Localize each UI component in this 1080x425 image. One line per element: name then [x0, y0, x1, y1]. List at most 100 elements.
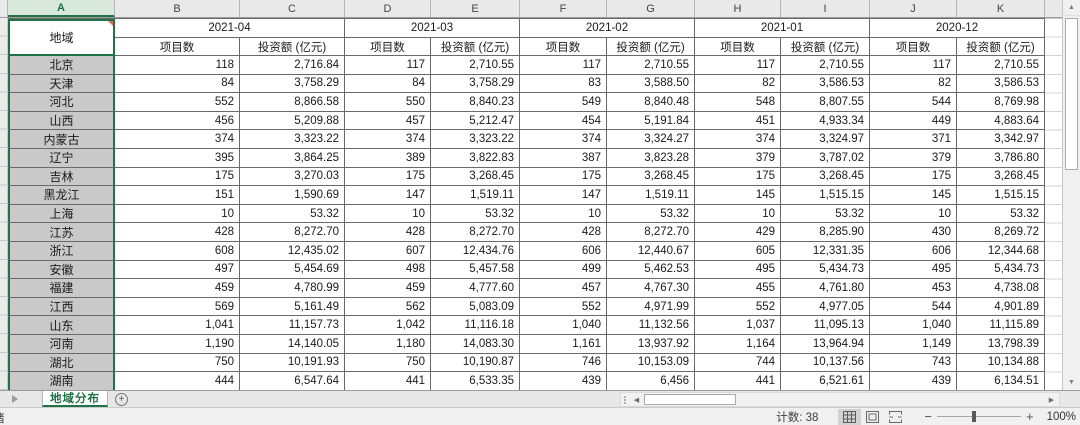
value-cell[interactable]: 8,272.70: [431, 223, 520, 242]
value-cell[interactable]: 10,191.93: [240, 353, 345, 373]
value-cell[interactable]: 53.32: [431, 204, 520, 224]
value-cell[interactable]: 4,767.30: [607, 279, 695, 298]
value-cell[interactable]: 3,270.03: [240, 167, 345, 187]
value-cell[interactable]: 4,777.60: [431, 279, 520, 298]
value-cell[interactable]: 3,822.83: [431, 148, 520, 168]
zoom-in-button[interactable]: +: [1025, 409, 1034, 424]
value-cell[interactable]: 11,115.89: [957, 316, 1045, 335]
value-cell[interactable]: 1,149: [870, 334, 957, 354]
value-cell[interactable]: 455: [695, 279, 781, 298]
value-cell[interactable]: 459: [115, 279, 240, 298]
value-cell[interactable]: 8,840.23: [431, 93, 520, 112]
value-cell[interactable]: 118: [115, 56, 240, 75]
value-cell[interactable]: 5,462.53: [607, 260, 695, 280]
value-cell[interactable]: 1,040: [870, 316, 957, 335]
column-header-i[interactable]: I: [781, 0, 870, 17]
value-cell[interactable]: 147: [345, 186, 431, 205]
value-cell[interactable]: 4,883.64: [957, 111, 1045, 131]
value-cell[interactable]: 750: [345, 353, 431, 373]
scrollbar-resize-handle[interactable]: [621, 395, 629, 404]
month-header-cell[interactable]: 2021-01: [695, 19, 870, 38]
value-cell[interactable]: 544: [870, 297, 957, 317]
value-cell[interactable]: 428: [345, 223, 431, 242]
value-cell[interactable]: 2,710.55: [607, 56, 695, 75]
column-header-l-partial[interactable]: [1045, 0, 1062, 17]
value-cell[interactable]: 374: [115, 130, 240, 149]
value-cell[interactable]: 53.32: [607, 204, 695, 224]
value-cell[interactable]: 12,435.02: [240, 241, 345, 261]
subheader-count-cell[interactable]: 项目数: [695, 38, 781, 56]
value-cell[interactable]: 439: [870, 372, 957, 391]
month-header-cell[interactable]: 2021-04: [115, 19, 345, 38]
view-page-layout-button[interactable]: [861, 409, 884, 425]
value-cell[interactable]: 13,937.92: [607, 334, 695, 354]
value-cell[interactable]: 5,209.88: [240, 111, 345, 131]
value-cell[interactable]: 10,134.88: [957, 353, 1045, 373]
value-cell[interactable]: 552: [115, 93, 240, 112]
region-cell[interactable]: 吉林: [8, 167, 115, 187]
value-cell[interactable]: 8,840.48: [607, 93, 695, 112]
value-cell[interactable]: 14,083.30: [431, 334, 520, 354]
value-cell[interactable]: 3,586.53: [781, 74, 870, 94]
value-cell[interactable]: 1,042: [345, 316, 431, 335]
column-header-d[interactable]: D: [345, 0, 431, 17]
value-cell[interactable]: 6,547.64: [240, 372, 345, 391]
row-header-sliver[interactable]: [0, 18, 8, 390]
value-cell[interactable]: 552: [520, 297, 607, 317]
value-cell[interactable]: 117: [695, 56, 781, 75]
value-cell[interactable]: 53.32: [781, 204, 870, 224]
view-normal-button[interactable]: [838, 408, 862, 425]
value-cell[interactable]: 8,769.98: [957, 93, 1045, 112]
value-cell[interactable]: 1,040: [520, 316, 607, 335]
value-cell[interactable]: 14,140.05: [240, 334, 345, 354]
value-cell[interactable]: 5,212.47: [431, 111, 520, 131]
value-cell[interactable]: 379: [695, 148, 781, 168]
value-cell[interactable]: 3,787.02: [781, 148, 870, 168]
value-cell[interactable]: 147: [520, 186, 607, 205]
value-cell[interactable]: 549: [520, 93, 607, 112]
value-cell[interactable]: 5,457.58: [431, 260, 520, 280]
sheet-tab-active[interactable]: 地域分布: [42, 391, 108, 407]
value-cell[interactable]: 117: [870, 56, 957, 75]
value-cell[interactable]: 6,521.61: [781, 372, 870, 391]
value-cell[interactable]: 12,331.35: [781, 241, 870, 261]
value-cell[interactable]: 1,515.15: [781, 186, 870, 205]
value-cell[interactable]: 3,758.29: [431, 74, 520, 94]
value-cell[interactable]: 2,716.84: [240, 56, 345, 75]
value-cell[interactable]: 13,964.94: [781, 334, 870, 354]
column-header-g[interactable]: G: [607, 0, 695, 17]
subheader-amount-cell[interactable]: 投资额 (亿元): [240, 38, 345, 56]
value-cell[interactable]: 4,977.05: [781, 297, 870, 317]
value-cell[interactable]: 5,434.73: [781, 260, 870, 280]
empty-column-l[interactable]: [1045, 18, 1062, 390]
value-cell[interactable]: 569: [115, 297, 240, 317]
zoom-slider-thumb[interactable]: [972, 411, 977, 422]
value-cell[interactable]: 454: [520, 111, 607, 131]
value-cell[interactable]: 8,272.70: [607, 223, 695, 242]
value-cell[interactable]: 175: [870, 167, 957, 187]
region-cell[interactable]: 河北: [8, 93, 115, 112]
value-cell[interactable]: 457: [345, 111, 431, 131]
value-cell[interactable]: 3,823.28: [607, 148, 695, 168]
value-cell[interactable]: 12,434.76: [431, 241, 520, 261]
value-cell[interactable]: 605: [695, 241, 781, 261]
zoom-level[interactable]: 100%: [1046, 410, 1076, 423]
value-cell[interactable]: 10: [115, 204, 240, 224]
value-cell[interactable]: 82: [870, 74, 957, 94]
value-cell[interactable]: 428: [115, 223, 240, 242]
value-cell[interactable]: 8,807.55: [781, 93, 870, 112]
subheader-count-cell[interactable]: 项目数: [345, 38, 431, 56]
value-cell[interactable]: 499: [520, 260, 607, 280]
value-cell[interactable]: 3,323.22: [240, 130, 345, 149]
subheader-count-cell[interactable]: 项目数: [870, 38, 957, 56]
region-cell[interactable]: 北京: [8, 56, 115, 75]
value-cell[interactable]: 374: [695, 130, 781, 149]
value-cell[interactable]: 374: [520, 130, 607, 149]
value-cell[interactable]: 145: [695, 186, 781, 205]
value-cell[interactable]: 544: [870, 93, 957, 112]
column-header-c[interactable]: C: [240, 0, 345, 17]
active-cell-region-header[interactable]: 地域: [8, 19, 115, 56]
subheader-amount-cell[interactable]: 投资额 (亿元): [957, 38, 1045, 56]
value-cell[interactable]: 3,268.45: [957, 167, 1045, 187]
horizontal-scrollbar-thumb[interactable]: [644, 394, 736, 405]
